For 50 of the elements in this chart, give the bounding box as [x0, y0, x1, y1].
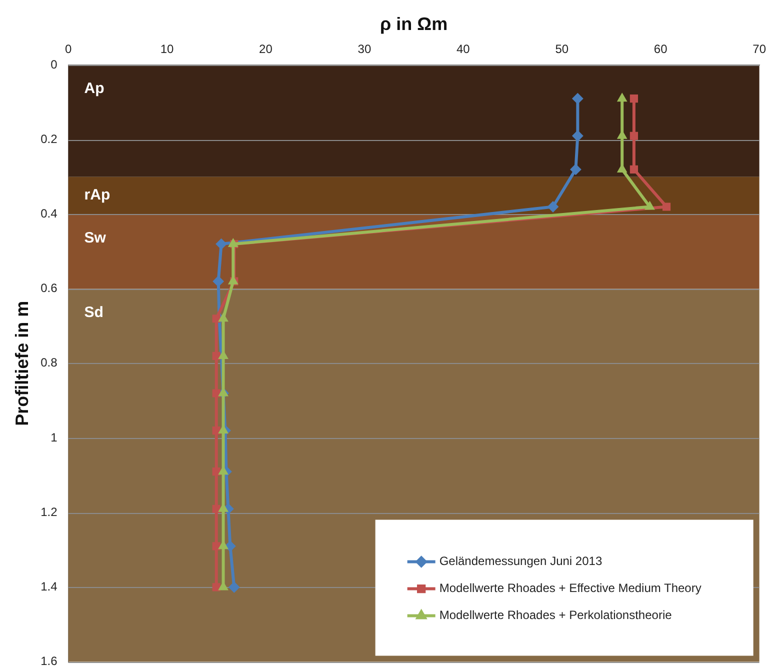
point — [212, 468, 220, 476]
point — [630, 132, 638, 140]
point — [617, 93, 627, 102]
point — [218, 425, 228, 434]
band-label: Sw — [84, 229, 106, 246]
x-tick-label: 0 — [64, 42, 72, 56]
point — [630, 165, 638, 174]
point — [212, 583, 220, 592]
legend-label: Modellwerte Rhoades + Effective Medium Theory — [439, 581, 702, 596]
point — [570, 164, 582, 175]
x-tick-label: 30 — [358, 42, 372, 56]
legend-label: Geländemessungen Juni 2013 — [439, 554, 602, 568]
point — [662, 202, 671, 211]
point — [212, 542, 220, 550]
y-tick-label: 0 — [50, 57, 58, 72]
x-tick-label: 20 — [259, 42, 273, 56]
point — [212, 314, 220, 323]
point — [212, 426, 220, 435]
point — [644, 201, 655, 210]
point — [228, 582, 240, 593]
x-tick-label: 70 — [752, 42, 766, 56]
y-tick-label: 0.6 — [40, 281, 58, 296]
point — [572, 93, 584, 104]
y-tick-label: 1.6 — [40, 654, 58, 668]
point — [212, 276, 224, 287]
y-tick-label: 1 — [50, 430, 58, 444]
y-tick-label: 0.2 — [40, 132, 58, 146]
point — [572, 130, 584, 142]
y-axis-title: Profiltiefe in m — [12, 300, 32, 426]
x-tick-label: 10 — [160, 42, 174, 56]
x-tick-label: 60 — [654, 42, 668, 56]
point — [212, 504, 220, 513]
point — [548, 201, 558, 212]
x-axis-title: ρ in Ωm — [380, 14, 448, 34]
point — [218, 313, 228, 322]
y-tick-label: 1.2 — [40, 504, 58, 519]
point — [224, 540, 236, 552]
band-label: Ap — [84, 80, 104, 98]
point — [212, 389, 220, 398]
y-tick-label: 0.8 — [40, 356, 58, 370]
point — [216, 238, 227, 250]
x-tick-label: 40 — [456, 42, 470, 56]
point — [630, 94, 638, 103]
y-tick-label: 0.4 — [40, 206, 58, 221]
band-label: rAp — [84, 186, 110, 204]
x-tick-label: 50 — [555, 42, 569, 56]
legend-label: Modellwerte Rhoades + Perkolationstheorie — [439, 608, 672, 622]
point — [212, 352, 220, 360]
y-tick-label: 1.4 — [40, 580, 58, 594]
band-label: Sd — [84, 304, 104, 321]
